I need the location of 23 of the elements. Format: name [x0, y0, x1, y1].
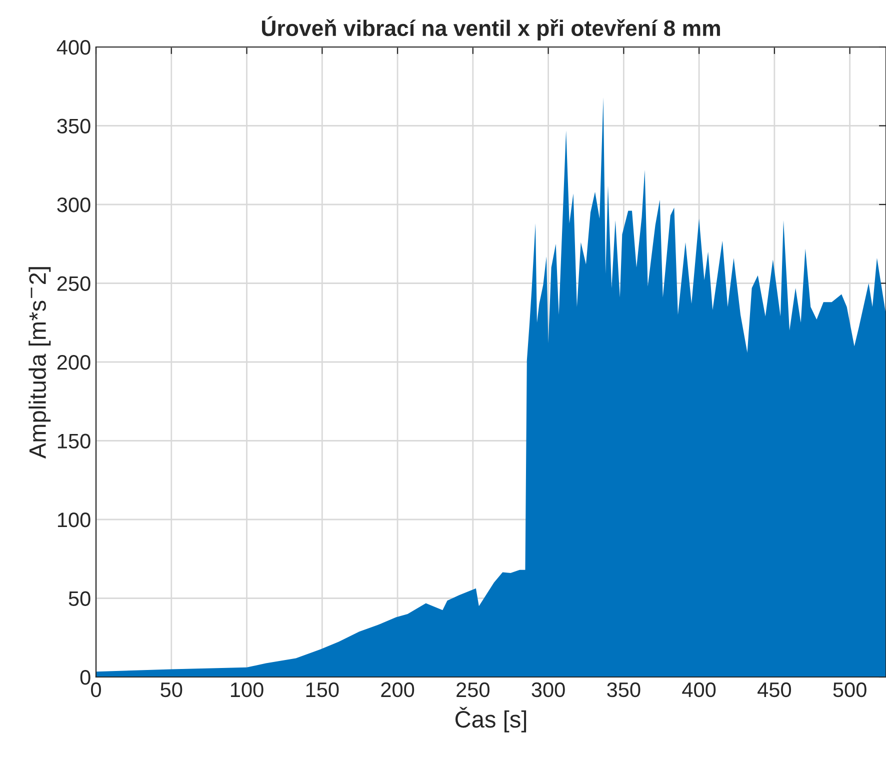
x-tick-label: 0 — [91, 682, 101, 698]
x-tick-label: 500 — [833, 682, 866, 698]
y-tick-label: 150 — [58, 434, 90, 449]
x-axis-title: Čas [s] — [455, 706, 526, 732]
y-tick-label: 0 — [80, 670, 90, 685]
x-tick-label: 150 — [306, 682, 339, 698]
y-tick-label: 400 — [56, 40, 90, 55]
y-tick-label: 50 — [68, 591, 90, 606]
x-tick-label: 400 — [682, 682, 716, 698]
y-tick-label: 300 — [57, 198, 90, 212]
y-tick-label: 100 — [58, 512, 90, 528]
x-tick-label: 300 — [532, 682, 565, 698]
x-tick-label: 100 — [230, 682, 264, 698]
chart-title: Úroveň vibrací na ventil x při otevření 8 mm — [262, 16, 720, 40]
y-tick-label: 200 — [57, 355, 90, 370]
x-tick-label: 450 — [758, 682, 791, 698]
x-tick-label: 50 — [160, 682, 182, 698]
x-tick-label: 200 — [381, 682, 414, 698]
y-tick-label: 250 — [57, 276, 90, 292]
x-tick-label: 350 — [607, 682, 640, 698]
y-axis-title: Amplituda [m*s$^{−}$2] — [28, 267, 51, 459]
x-tick-label: 250 — [456, 682, 490, 698]
y-tick-label: 350 — [57, 118, 90, 134]
